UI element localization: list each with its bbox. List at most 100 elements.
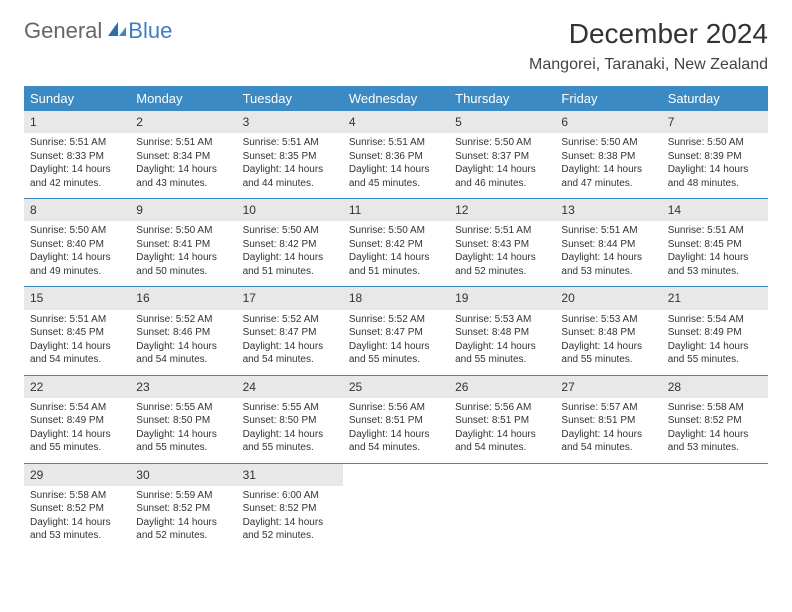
calendar-cell: 6Sunrise: 5:50 AMSunset: 8:38 PMDaylight… [555, 111, 661, 198]
day-number: 23 [130, 376, 236, 398]
day-details: Sunrise: 5:50 AMSunset: 8:37 PMDaylight:… [449, 133, 555, 198]
day-details: Sunrise: 5:54 AMSunset: 8:49 PMDaylight:… [24, 398, 130, 463]
daylight-text: Daylight: 14 hours and 49 minutes. [30, 251, 124, 278]
sunrise-text: Sunrise: 5:58 AM [30, 489, 124, 503]
calendar-cell: 16Sunrise: 5:52 AMSunset: 8:46 PMDayligh… [130, 287, 236, 374]
sunset-text: Sunset: 8:48 PM [561, 326, 655, 340]
sunrise-text: Sunrise: 5:54 AM [30, 401, 124, 415]
daylight-text: Daylight: 14 hours and 55 minutes. [136, 428, 230, 455]
sunset-text: Sunset: 8:35 PM [243, 150, 337, 164]
sunrise-text: Sunrise: 5:50 AM [349, 224, 443, 238]
sunset-text: Sunset: 8:52 PM [30, 502, 124, 516]
sunrise-text: Sunrise: 5:50 AM [136, 224, 230, 238]
day-details: Sunrise: 5:51 AMSunset: 8:33 PMDaylight:… [24, 133, 130, 198]
daylight-text: Daylight: 14 hours and 48 minutes. [668, 163, 762, 190]
daylight-text: Daylight: 14 hours and 42 minutes. [30, 163, 124, 190]
daylight-text: Daylight: 14 hours and 54 minutes. [349, 428, 443, 455]
sunset-text: Sunset: 8:51 PM [455, 414, 549, 428]
day-number: 18 [343, 287, 449, 309]
day-number: 17 [237, 287, 343, 309]
sunrise-text: Sunrise: 5:51 AM [561, 224, 655, 238]
day-details: Sunrise: 5:57 AMSunset: 8:51 PMDaylight:… [555, 398, 661, 463]
day-header-wed: Wednesday [343, 86, 449, 111]
day-number: 29 [24, 464, 130, 486]
calendar-cell: 19Sunrise: 5:53 AMSunset: 8:48 PMDayligh… [449, 287, 555, 374]
sunrise-text: Sunrise: 5:56 AM [455, 401, 549, 415]
calendar-cell: 24Sunrise: 5:55 AMSunset: 8:50 PMDayligh… [237, 376, 343, 463]
calendar-cell: 4Sunrise: 5:51 AMSunset: 8:36 PMDaylight… [343, 111, 449, 198]
calendar-cell [555, 464, 661, 551]
day-headers: Sunday Monday Tuesday Wednesday Thursday… [24, 86, 768, 111]
sunrise-text: Sunrise: 5:51 AM [30, 136, 124, 150]
day-number: 20 [555, 287, 661, 309]
daylight-text: Daylight: 14 hours and 46 minutes. [455, 163, 549, 190]
calendar-week: 8Sunrise: 5:50 AMSunset: 8:40 PMDaylight… [24, 199, 768, 287]
calendar-cell: 27Sunrise: 5:57 AMSunset: 8:51 PMDayligh… [555, 376, 661, 463]
sunrise-text: Sunrise: 5:50 AM [561, 136, 655, 150]
sunset-text: Sunset: 8:47 PM [243, 326, 337, 340]
daylight-text: Daylight: 14 hours and 53 minutes. [30, 516, 124, 543]
sunset-text: Sunset: 8:45 PM [668, 238, 762, 252]
day-number: 24 [237, 376, 343, 398]
sunrise-text: Sunrise: 5:51 AM [455, 224, 549, 238]
day-number: 3 [237, 111, 343, 133]
day-details: Sunrise: 5:56 AMSunset: 8:51 PMDaylight:… [343, 398, 449, 463]
sail-icon [106, 18, 128, 44]
day-details: Sunrise: 5:58 AMSunset: 8:52 PMDaylight:… [24, 486, 130, 551]
sunrise-text: Sunrise: 5:51 AM [30, 313, 124, 327]
day-header-thu: Thursday [449, 86, 555, 111]
day-number: 12 [449, 199, 555, 221]
sunset-text: Sunset: 8:51 PM [561, 414, 655, 428]
sunset-text: Sunset: 8:52 PM [136, 502, 230, 516]
sunrise-text: Sunrise: 5:56 AM [349, 401, 443, 415]
sunset-text: Sunset: 8:37 PM [455, 150, 549, 164]
day-number: 9 [130, 199, 236, 221]
daylight-text: Daylight: 14 hours and 55 minutes. [349, 340, 443, 367]
day-number: 31 [237, 464, 343, 486]
daylight-text: Daylight: 14 hours and 54 minutes. [243, 340, 337, 367]
sunset-text: Sunset: 8:48 PM [455, 326, 549, 340]
sunset-text: Sunset: 8:41 PM [136, 238, 230, 252]
day-details: Sunrise: 6:00 AMSunset: 8:52 PMDaylight:… [237, 486, 343, 551]
day-header-sun: Sunday [24, 86, 130, 111]
sunrise-text: Sunrise: 6:00 AM [243, 489, 337, 503]
calendar-cell [343, 464, 449, 551]
sunset-text: Sunset: 8:40 PM [30, 238, 124, 252]
day-number: 1 [24, 111, 130, 133]
sunrise-text: Sunrise: 5:51 AM [349, 136, 443, 150]
day-details: Sunrise: 5:55 AMSunset: 8:50 PMDaylight:… [237, 398, 343, 463]
day-number: 21 [662, 287, 768, 309]
day-number: 22 [24, 376, 130, 398]
daylight-text: Daylight: 14 hours and 51 minutes. [349, 251, 443, 278]
logo-text-general: General [24, 18, 102, 44]
calendar-cell: 2Sunrise: 5:51 AMSunset: 8:34 PMDaylight… [130, 111, 236, 198]
calendar-cell [662, 464, 768, 551]
daylight-text: Daylight: 14 hours and 54 minutes. [136, 340, 230, 367]
daylight-text: Daylight: 14 hours and 47 minutes. [561, 163, 655, 190]
location: Mangorei, Taranaki, New Zealand [529, 56, 768, 74]
sunrise-text: Sunrise: 5:58 AM [668, 401, 762, 415]
calendar-cell: 17Sunrise: 5:52 AMSunset: 8:47 PMDayligh… [237, 287, 343, 374]
daylight-text: Daylight: 14 hours and 44 minutes. [243, 163, 337, 190]
sunset-text: Sunset: 8:52 PM [668, 414, 762, 428]
day-details: Sunrise: 5:56 AMSunset: 8:51 PMDaylight:… [449, 398, 555, 463]
daylight-text: Daylight: 14 hours and 51 minutes. [243, 251, 337, 278]
day-number: 28 [662, 376, 768, 398]
sunrise-text: Sunrise: 5:55 AM [243, 401, 337, 415]
day-number: 14 [662, 199, 768, 221]
day-number: 5 [449, 111, 555, 133]
day-header-tue: Tuesday [237, 86, 343, 111]
calendar-cell [449, 464, 555, 551]
sunset-text: Sunset: 8:43 PM [455, 238, 549, 252]
daylight-text: Daylight: 14 hours and 55 minutes. [243, 428, 337, 455]
calendar-cell: 8Sunrise: 5:50 AMSunset: 8:40 PMDaylight… [24, 199, 130, 286]
day-details: Sunrise: 5:52 AMSunset: 8:46 PMDaylight:… [130, 310, 236, 375]
day-details: Sunrise: 5:50 AMSunset: 8:39 PMDaylight:… [662, 133, 768, 198]
day-number: 6 [555, 111, 661, 133]
sunrise-text: Sunrise: 5:50 AM [30, 224, 124, 238]
sunset-text: Sunset: 8:50 PM [136, 414, 230, 428]
day-number: 19 [449, 287, 555, 309]
calendar-cell: 7Sunrise: 5:50 AMSunset: 8:39 PMDaylight… [662, 111, 768, 198]
daylight-text: Daylight: 14 hours and 45 minutes. [349, 163, 443, 190]
day-details: Sunrise: 5:58 AMSunset: 8:52 PMDaylight:… [662, 398, 768, 463]
